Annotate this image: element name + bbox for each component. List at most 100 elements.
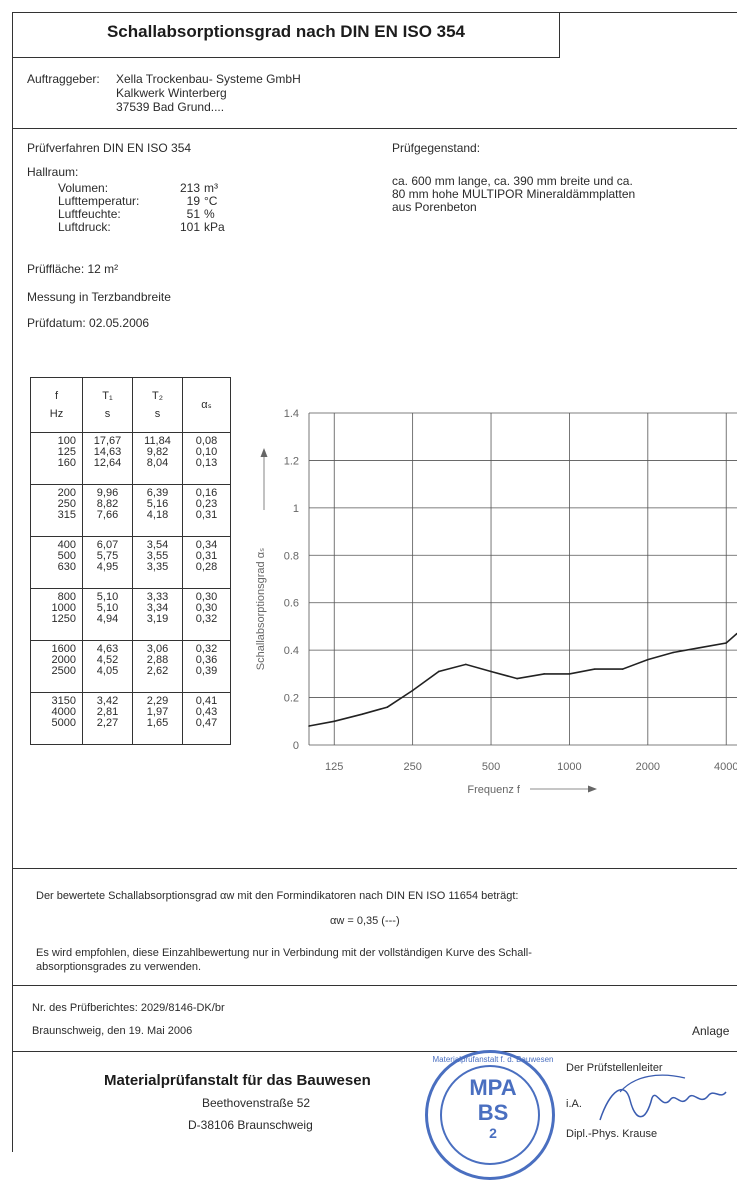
y-tick-label: 1.2 xyxy=(284,455,299,467)
header-top: T₂ xyxy=(152,390,163,402)
table-cell: 6,39 5,16 4,18 xyxy=(132,484,183,537)
y-tick-label: 0.2 xyxy=(284,693,299,705)
table-cell: 17,67 14,63 12,64 xyxy=(82,432,133,485)
table-cell: 800 1000 1250 xyxy=(30,588,83,641)
cell-value: 2000 xyxy=(51,654,76,666)
specimen-line: aus Porenbeton xyxy=(392,200,477,214)
title-divider xyxy=(12,57,560,58)
cell-value: 630 xyxy=(57,561,76,573)
specimen-line: 80 mm hohe MULTIPOR Mineraldämmplatten xyxy=(392,187,636,201)
table-cell: 0,08 0,10 0,13 xyxy=(182,432,231,485)
hall-row: Lufttemperatur: 19 °C xyxy=(58,195,225,208)
cell-value: 7,66 xyxy=(96,509,119,521)
y-tick-label: 0.6 xyxy=(284,598,299,610)
cell-value: 1,65 xyxy=(146,717,169,729)
client-line: Kalkwerk Winterberg xyxy=(116,86,227,100)
param-name: Lufttemperatur: xyxy=(58,194,140,208)
cell-value: 0,10 xyxy=(195,446,218,458)
param-value: 101 xyxy=(179,220,200,234)
y-tick-label: 1 xyxy=(293,503,299,515)
cell-value: 4,63 xyxy=(96,643,119,655)
param-name: Luftfeuchte: xyxy=(58,207,121,221)
bandwidth-note: Messung in Terzbandbreite xyxy=(27,290,171,304)
data-point xyxy=(593,668,596,670)
signature-role: Der Prüfstellenleiter xyxy=(566,1062,663,1074)
table-cell: 3,33 3,34 3,19 xyxy=(132,588,183,641)
table-cell: 3,42 2,81 2,27 xyxy=(82,692,133,745)
recommendation-text-cont: absorptionsgrades zu verwenden. xyxy=(36,961,202,973)
cell-value: 12,64 xyxy=(93,457,122,469)
x-tick-label: 125 xyxy=(325,761,343,773)
cell-value: 3,54 xyxy=(146,539,169,551)
cell-value: 9,96 xyxy=(96,487,119,499)
header-divider xyxy=(12,128,737,129)
cell-value: 4,05 xyxy=(96,665,119,677)
x-axis-arrowhead xyxy=(588,785,597,793)
cell-value: 5,10 xyxy=(96,602,119,614)
cell-value: 500 xyxy=(57,550,76,562)
cell-value: 9,82 xyxy=(146,446,169,458)
param-unit: % xyxy=(204,207,215,221)
param-value: 19 xyxy=(186,194,200,208)
handwritten-signature xyxy=(599,1074,727,1121)
specimen-description: ca. 600 mm lange, ca. 390 mm breite und … xyxy=(392,175,635,214)
param-name: Volumen: xyxy=(58,181,109,195)
y-axis-arrowhead xyxy=(260,448,268,457)
table-row: 3150 4000 5000 3,42 2,81 2,27 2,29 1,97 1,65 0… xyxy=(30,692,231,745)
data-point xyxy=(568,673,571,675)
cell-value: 3,55 xyxy=(146,550,169,562)
x-tick-label: 4000 xyxy=(714,761,737,773)
table-header-row: f Hz T₁ s T₂ s αₛ xyxy=(30,377,231,433)
signature-ia: i.A. xyxy=(566,1098,582,1110)
cell-value: 3,33 xyxy=(146,591,169,603)
cell-value: 315 xyxy=(57,509,76,521)
test-area: Prüffläche: 12 m² xyxy=(27,262,119,276)
table-cell: 0,32 0,36 0,39 xyxy=(182,640,231,693)
cell-value: 4,94 xyxy=(96,613,119,625)
header-cell: T₁ s xyxy=(82,377,133,433)
header-unit: s xyxy=(154,408,161,420)
table-cell: 100 125 160 xyxy=(30,432,83,485)
institute-name: Materialprüfanstalt für das Bauwesen xyxy=(104,1072,371,1089)
x-axis-label: Frequenz f xyxy=(467,784,521,796)
hall-params: Volumen: 213 m³ Lufttemperatur: 19 °C Lu… xyxy=(58,182,225,234)
absorption-curve xyxy=(308,632,737,727)
cell-value: 4,95 xyxy=(96,561,119,573)
x-tick-label: 1000 xyxy=(557,761,581,773)
cell-value: 2,62 xyxy=(146,665,169,677)
cell-value: 5,16 xyxy=(146,498,169,510)
specimen-label: Prüfgegenstand: xyxy=(392,141,481,155)
cell-value: 400 xyxy=(57,539,76,551)
cell-value: 200 xyxy=(57,487,76,499)
cell-value: 2,27 xyxy=(96,717,119,729)
rating-formula: αw = 0,35 (---) xyxy=(330,915,400,927)
table-row: 800 1000 1250 5,10 5,10 4,94 3,33 3,34 3,19 0,… xyxy=(30,588,231,641)
cell-value: 0,31 xyxy=(195,509,218,521)
stamp-bs: BS xyxy=(477,1100,509,1125)
table-cell: 0,16 0,23 0,31 xyxy=(182,484,231,537)
cell-value: 0,39 xyxy=(195,665,218,677)
cell-value: 0,41 xyxy=(195,695,218,707)
x-tick-label: 2000 xyxy=(636,761,660,773)
cell-value: 1250 xyxy=(51,613,76,625)
cell-value: 6,39 xyxy=(146,487,169,499)
y-tick-label: 0.4 xyxy=(284,645,299,657)
table-cell: 3,54 3,55 3,35 xyxy=(132,536,183,589)
client-line: 37539 Bad Grund.... xyxy=(116,100,225,114)
page-frame xyxy=(12,12,737,1152)
test-method: Prüfverfahren DIN EN ISO 354 xyxy=(27,141,192,155)
table-cell: 0,41 0,43 0,47 xyxy=(182,692,231,745)
cell-value: 5,10 xyxy=(96,591,119,603)
data-point xyxy=(411,689,414,692)
data-point xyxy=(386,706,389,708)
footer-divider xyxy=(12,1051,737,1052)
cell-value: 0,30 xyxy=(195,602,218,614)
param-value: 213 xyxy=(179,181,200,195)
data-point xyxy=(361,713,363,715)
stamp-mpa: MPA xyxy=(469,1075,517,1100)
cell-value: 8,04 xyxy=(146,457,169,469)
cell-value: 0,43 xyxy=(195,706,218,718)
cell-value: 8,82 xyxy=(96,498,119,510)
stamp-number: 2 xyxy=(489,1125,497,1141)
table-row: 400 500 630 6,07 5,75 4,95 3,54 3,55 3,35 0,34… xyxy=(30,536,231,589)
